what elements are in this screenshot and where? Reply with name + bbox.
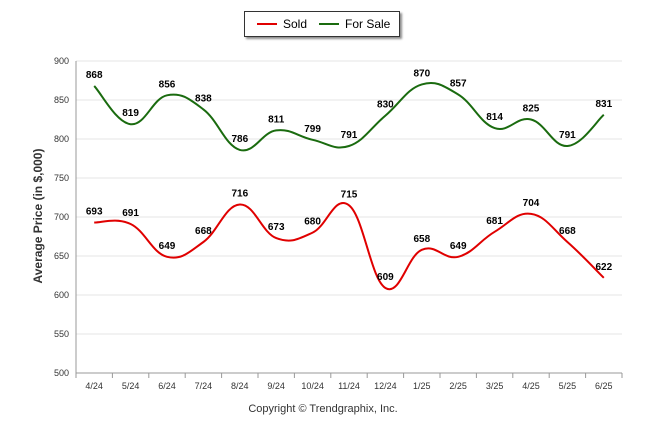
x-tick-label: 6/25 — [595, 381, 613, 391]
legend-swatch-for-sale — [319, 23, 339, 25]
data-label-for-sale: 857 — [450, 79, 467, 90]
legend-label-for-sale: For Sale — [345, 17, 391, 31]
x-tick-label: 7/24 — [195, 381, 213, 391]
data-label-for-sale: 791 — [559, 130, 576, 141]
data-label-for-sale: 868 — [86, 70, 103, 81]
data-label-sold: 691 — [122, 208, 139, 219]
series-lines — [93, 81, 605, 291]
data-label-sold: 658 — [413, 234, 430, 245]
data-label-for-sale: 838 — [195, 93, 212, 104]
data-label-for-sale: 814 — [486, 112, 503, 123]
x-tick-label: 11/24 — [338, 381, 360, 391]
x-tick-label: 12/24 — [374, 381, 397, 391]
x-tick-label: 3/25 — [486, 381, 504, 391]
y-tick-label: 900 — [54, 56, 69, 66]
data-label-sold: 649 — [159, 241, 176, 252]
legend-item-for-sale[interactable]: For Sale — [319, 12, 390, 36]
y-tick-label: 600 — [54, 290, 69, 300]
x-tick-label: 5/25 — [559, 381, 577, 391]
series-line-sold — [94, 202, 605, 291]
data-label-for-sale: 870 — [413, 68, 430, 79]
data-label-for-sale: 830 — [377, 100, 394, 111]
data-label-sold: 649 — [450, 241, 467, 252]
legend-label-sold: Sold — [283, 17, 308, 31]
data-label-for-sale: 811 — [268, 114, 285, 125]
y-tick-label: 800 — [54, 134, 69, 144]
data-label-sold: 622 — [595, 262, 612, 273]
x-tick-label: 1/25 — [413, 381, 431, 391]
x-axis: 4/24 5/24 6/24 7/24 8/24 9/24 10/24 11/24 12/24 1… — [75, 372, 623, 391]
y-tick-label: 700 — [54, 212, 69, 222]
y-axis: 500 550 600 650 700 750 800 850 900 — [54, 56, 77, 378]
data-label-sold: 681 — [486, 216, 503, 227]
y-tick-label: 550 — [54, 329, 69, 339]
data-label-sold: 609 — [377, 272, 394, 283]
y-tick-label: 850 — [54, 95, 69, 105]
series-line-for-sale — [93, 81, 605, 152]
data-label-sold: 693 — [86, 206, 103, 217]
data-label-sold: 704 — [523, 198, 540, 209]
data-label-for-sale: 825 — [523, 104, 540, 115]
y-axis-title: Average Price (in $,000) — [31, 148, 45, 284]
data-label-sold: 668 — [559, 226, 576, 237]
x-tick-label: 9/24 — [267, 381, 285, 391]
x-tick-label: 4/25 — [522, 381, 540, 391]
data-label-sold: 715 — [341, 189, 358, 200]
legend: Sold For Sale — [244, 11, 400, 37]
x-tick-label: 6/24 — [158, 381, 176, 391]
data-label-for-sale: 831 — [595, 99, 612, 110]
legend-swatch-sold — [257, 23, 277, 25]
data-label-sold: 680 — [304, 217, 321, 228]
legend-item-sold[interactable]: Sold — [257, 12, 307, 36]
data-label-for-sale: 799 — [304, 124, 321, 135]
x-tick-label: 4/24 — [85, 381, 103, 391]
data-label-sold: 668 — [195, 226, 212, 237]
x-tick-label: 10/24 — [301, 381, 324, 391]
data-labels: 693 691 649 668 716 673 680 715 609 658 649 681 704 6… — [86, 68, 613, 283]
y-tick-label: 750 — [54, 173, 69, 183]
x-tick-label: 2/25 — [449, 381, 467, 391]
data-label-for-sale: 856 — [159, 79, 176, 90]
y-tick-label: 500 — [54, 368, 69, 378]
x-tick-label: 8/24 — [231, 381, 249, 391]
x-tick-label: 5/24 — [122, 381, 140, 391]
data-label-sold: 673 — [268, 222, 285, 233]
data-label-for-sale: 786 — [231, 134, 248, 145]
data-label-for-sale: 819 — [122, 108, 139, 119]
data-label-sold: 716 — [231, 189, 248, 200]
data-label-for-sale: 791 — [341, 130, 358, 141]
copyright-text: Copyright © Trendgraphix, Inc. — [248, 403, 398, 415]
y-tick-label: 650 — [54, 251, 69, 261]
